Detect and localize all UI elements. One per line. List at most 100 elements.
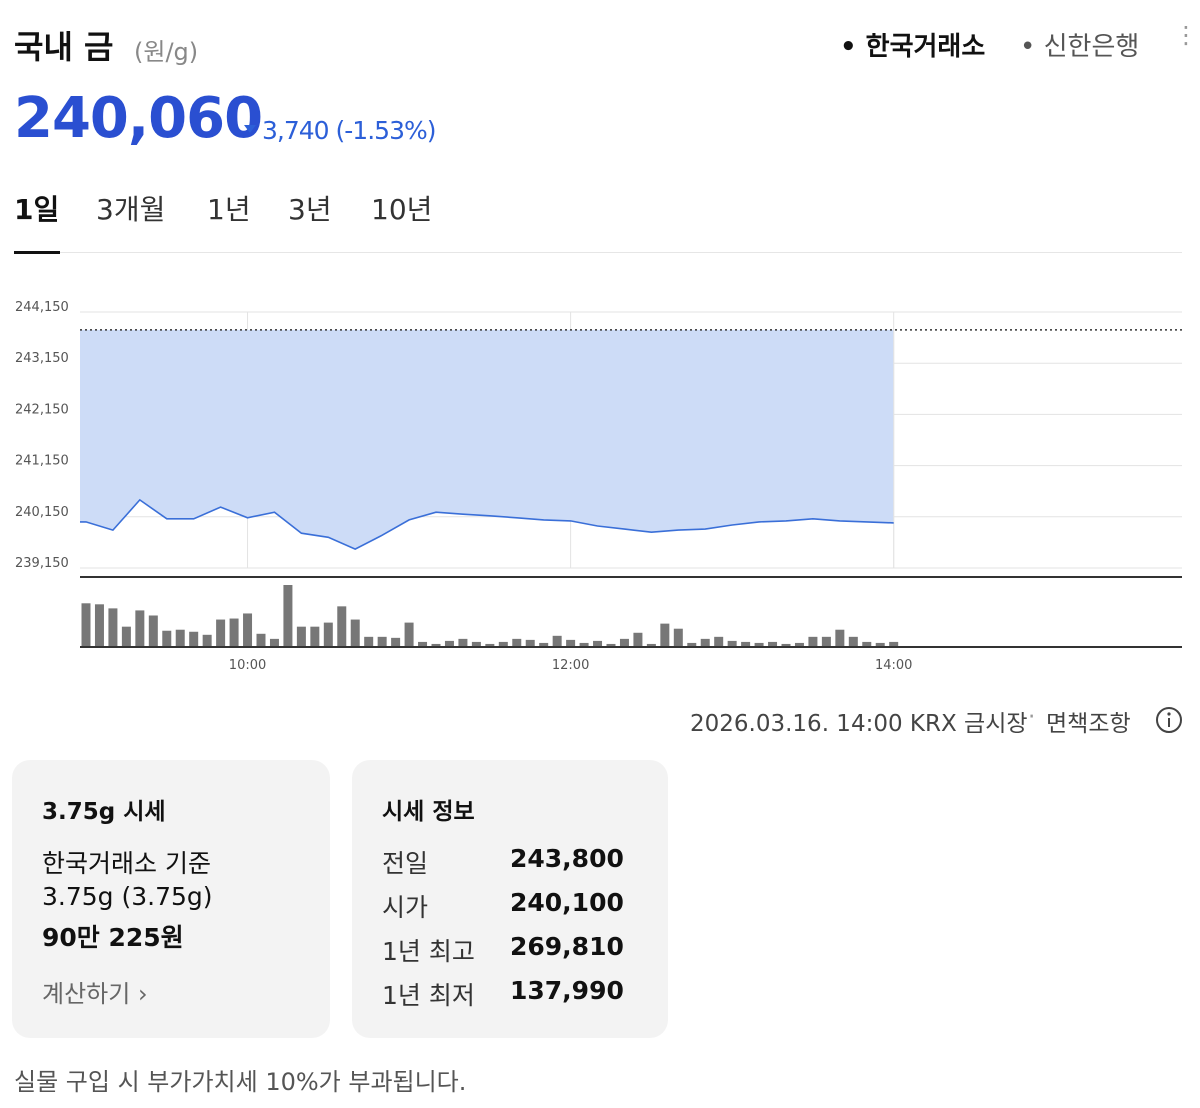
- volume-bar: [121, 626, 131, 647]
- volume-bar: [606, 643, 616, 647]
- volume-bar: [579, 642, 589, 647]
- volume-bar: [94, 604, 104, 647]
- volume-bar: [175, 629, 185, 647]
- y-tick-label: 240,150: [15, 505, 69, 520]
- volume-bar: [525, 639, 535, 647]
- unit: (원/g): [134, 38, 199, 66]
- volume-bar: [835, 629, 845, 647]
- down-arrow: [244, 125, 256, 133]
- row-label: 1년 최저: [382, 981, 475, 1010]
- volume-bar: [687, 642, 697, 647]
- title: 국내 금: [14, 28, 114, 66]
- row-value: 137,990: [510, 976, 624, 1005]
- more-button[interactable]: ⋮: [1174, 21, 1198, 49]
- volume-bar: [458, 638, 468, 647]
- volume-bar: [741, 641, 751, 647]
- volume-bar: [418, 641, 428, 647]
- volume-bar: [337, 606, 347, 647]
- card-title: 3.75g 시세: [42, 799, 166, 825]
- volume-bar: [135, 610, 145, 647]
- timestamp: 2026.03.16. 14:00 KRX 금시장: [690, 711, 1028, 737]
- x-tick-label: 14:00: [875, 658, 912, 673]
- period-tab[interactable]: 1년: [207, 193, 251, 226]
- row-label: 1년 최고: [382, 937, 475, 966]
- volume-bar: [377, 636, 387, 647]
- volume-bar: [781, 643, 791, 647]
- volume-bar: [81, 603, 91, 647]
- y-tick-label: 242,150: [15, 402, 69, 417]
- y-tick-label: 239,150: [15, 556, 69, 571]
- volume-bar: [889, 641, 899, 647]
- tab-divider: [14, 252, 1182, 253]
- change-value: 3,740: [262, 116, 330, 145]
- area: [80, 329, 894, 550]
- basis: 한국거래소 기준: [42, 849, 211, 878]
- volume-bar: [714, 636, 724, 647]
- volume-bar: [404, 622, 414, 647]
- volume-bar: [875, 642, 885, 647]
- volume-bar: [256, 633, 266, 647]
- row-value: 243,800: [510, 844, 624, 873]
- volume-bar: [512, 638, 522, 647]
- row-value: 240,100: [510, 888, 624, 917]
- volume-bar: [660, 623, 670, 647]
- volume-bar: [727, 640, 737, 647]
- volume-bar: [633, 632, 643, 647]
- amount: 90만 225원: [42, 923, 184, 952]
- dot: •: [840, 32, 866, 62]
- calc-link[interactable]: 계산하기 ›: [42, 980, 148, 1008]
- volume-bar: [862, 641, 872, 647]
- volume-bar: [229, 618, 239, 647]
- row-label: 시가: [382, 893, 429, 922]
- volume-bar: [189, 631, 199, 647]
- active-tab-underline: [14, 251, 60, 254]
- source-label: 한국거래소: [865, 32, 986, 62]
- row-value: 269,810: [510, 932, 624, 961]
- volume-bar: [108, 608, 118, 647]
- info-card: 시세 정보 전일 243,800 시가 240,100 1년 최고 269,810 1년 최…: [352, 760, 668, 1038]
- row-label: 전일: [382, 849, 429, 878]
- volume-bar: [216, 619, 226, 647]
- volume-bar: [162, 630, 172, 647]
- volume-bar: [391, 637, 401, 647]
- y-tick-label: 241,150: [15, 454, 69, 469]
- x-tick-label: 12:00: [552, 658, 589, 673]
- period-tab[interactable]: 3년: [288, 193, 332, 226]
- volume-bar: [243, 613, 253, 647]
- volume-bar: [552, 635, 562, 647]
- volume-bar: [566, 639, 576, 647]
- source-tab[interactable]: • 한국거래소: [840, 26, 985, 63]
- chart: 239,150 240,150 241,150 242,150 243,150 244,1…: [15, 300, 1182, 673]
- volume-bar: [431, 643, 441, 647]
- dot: •: [1020, 32, 1044, 62]
- note: 실물 구입 시 부가가치세 10%가 부과됩니다.: [14, 1068, 467, 1096]
- volume-bar: [283, 585, 293, 647]
- period-tab[interactable]: 3개월: [96, 193, 166, 226]
- link-label: 계산하기: [42, 980, 131, 1008]
- volume-bar: [808, 636, 818, 647]
- volume-bar: [148, 615, 158, 647]
- period-tab[interactable]: 1일: [14, 193, 60, 226]
- volume-bar: [350, 619, 360, 647]
- change: 3,740 (-1.53%): [262, 116, 436, 145]
- volume-bar: [498, 641, 508, 647]
- x-tick-label: 10:00: [229, 658, 266, 673]
- volume-bar: [754, 642, 764, 647]
- info-icon[interactable]: [1155, 706, 1183, 734]
- volume-bar: [821, 636, 831, 647]
- volume-bar: [646, 643, 656, 647]
- card-title: 시세 정보: [382, 799, 475, 825]
- weight-card: 3.75g 시세 한국거래소 기준 3.75g (3.75g) 90만 225원…: [12, 760, 330, 1038]
- volume-bar: [619, 638, 629, 647]
- period-tab[interactable]: 10년: [371, 193, 433, 226]
- volume-bar: [673, 628, 683, 647]
- volume-bar: [364, 636, 374, 647]
- volume-bar: [794, 642, 804, 647]
- disclaimer-link[interactable]: 면책조항: [1046, 711, 1131, 737]
- volume-bar: [269, 638, 279, 647]
- volume-bar: [700, 638, 710, 647]
- source-tab[interactable]: • 신한은행: [1020, 26, 1139, 63]
- volume-bar: [485, 643, 495, 647]
- volume-bar: [444, 640, 454, 647]
